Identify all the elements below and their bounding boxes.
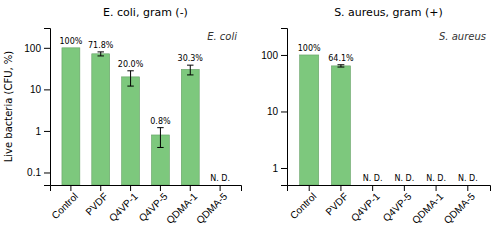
y-axis-title: Live bacteria (CFU, %) [3,51,14,163]
x-tick: Q4VP-1 [107,185,140,224]
bar [62,48,80,185]
data-labels: 100% 71.8% 20.0% 0.8% 30.3% N. D. [59,37,230,183]
title: S. aureus, gram (+) [334,6,443,19]
error-bar [187,65,193,75]
x-tick: QDMA-5 [442,185,478,226]
data-labels: 100% 64.1% N. D. N. D. N. D. N. D. [298,44,478,183]
data-label: 100% [298,44,321,53]
x-tick-label: Control [288,191,319,222]
x-tick-label: Q4VP-1 [107,190,140,223]
y-tick: 10 [267,106,287,117]
x-tick-mark [130,185,131,191]
y-axis-line [44,29,51,186]
x-tick: PVDF [83,185,110,217]
data-label: 64.1% [328,54,354,63]
x-tick-label: QDMA-1 [164,190,200,226]
error-bar [98,52,104,56]
x-axis: ControlPVDFQ4VP-1Q4VP-5QDMA-1QDMA-5 [288,185,491,226]
x-tick-mark [100,185,101,191]
panel: 0.1 1 10 100 ControlPVDFQ4VP-1Q4VP-5QDMA-1QD… [3,6,242,226]
y-tick-mark [44,89,50,90]
y-tick-mark [281,55,287,56]
error-bar [127,71,133,86]
x-axis-line [51,186,242,192]
data-label: 20.0% [118,60,144,69]
data-label: N. D. [394,174,414,183]
bar [181,69,199,185]
y-tick-mark [281,111,287,112]
x-axis-line [288,186,491,192]
x-tick: QDMA-5 [194,185,230,226]
panel: 1 10 100 ControlPVDFQ4VP-1Q4VP-5QDMA-1QDMA-… [261,6,490,226]
y-tick-label: 10 [30,84,42,95]
y-tick-label: 10 [267,106,279,117]
x-tick: QDMA-1 [410,185,446,226]
x-tick-mark [372,185,373,191]
error-bar [157,128,163,148]
y-tick: 1 [272,163,287,174]
x-tick-label: QDMA-5 [194,190,230,226]
x-tick-label: Q4VP-1 [349,190,382,223]
data-label: N. D. [210,174,230,183]
data-label: 0.8% [150,117,171,126]
error-bar [337,65,344,67]
y-tick-mark [281,168,287,169]
y-tick-label: 100 [24,43,41,54]
x-tick: PVDF [323,185,350,217]
bar [122,77,140,185]
data-label: N. D. [426,174,446,183]
y-axis: 1 10 100 [261,29,287,186]
x-axis: ControlPVDFQ4VP-1Q4VP-5QDMA-1QDMA-5 [50,185,242,226]
plot-area [300,55,351,185]
data-label: 71.8% [88,41,114,50]
x-tick: Control [50,185,81,221]
x-tick-mark [340,185,341,191]
x-tick-label: Control [50,191,81,222]
chart-canvas: 0.1110100ControlPVDFQ4VP-1Q4VP-5QDMA-1QD… [0,0,498,229]
x-tick-label: PVDF [323,191,350,218]
x-tick-mark [467,185,468,191]
title: E. coli, gram (-) [103,6,188,19]
y-tick-label: 0.1 [27,167,41,178]
bar [92,54,110,185]
y-tick-mark [44,172,50,173]
y-tick-label: 1 [272,163,278,174]
annotation: E. coli [207,31,237,42]
data-label: N. D. [458,174,478,183]
annotation: S. aureus [439,31,486,42]
y-tick: 10 [30,84,50,95]
x-tick: Q4VP-5 [381,185,414,224]
y-tick-mark [44,131,50,132]
y-tick-mark [44,48,50,49]
y-tick-label: 1 [35,126,41,137]
y-tick: 0.1 [27,167,50,178]
bar [300,55,319,185]
x-tick-label: QDMA-1 [410,190,446,226]
y-tick: 100 [261,50,287,61]
y-tick: 1 [35,126,50,137]
data-label: 100% [59,37,82,46]
y-axis: 0.1 1 10 100 [24,29,50,186]
x-tick-label: QDMA-5 [442,190,478,226]
y-tick: 100 [24,43,50,54]
x-tick-mark [70,185,71,191]
x-tick-mark [309,185,310,191]
bar [331,66,350,185]
x-tick-mark [404,185,405,191]
data-label: 30.3% [178,54,204,63]
x-tick-mark [190,185,191,191]
y-tick-label: 100 [261,50,278,61]
plot-area [62,48,199,185]
y-axis-line [281,29,288,186]
data-label: N. D. [363,174,383,183]
x-tick: Q4VP-1 [349,185,382,224]
x-tick-mark [160,185,161,191]
x-tick-label: PVDF [83,191,110,218]
x-tick-mark [220,185,221,191]
x-tick-label: Q4VP-5 [381,190,414,223]
x-tick: Control [288,185,319,221]
x-tick-mark [436,185,437,191]
